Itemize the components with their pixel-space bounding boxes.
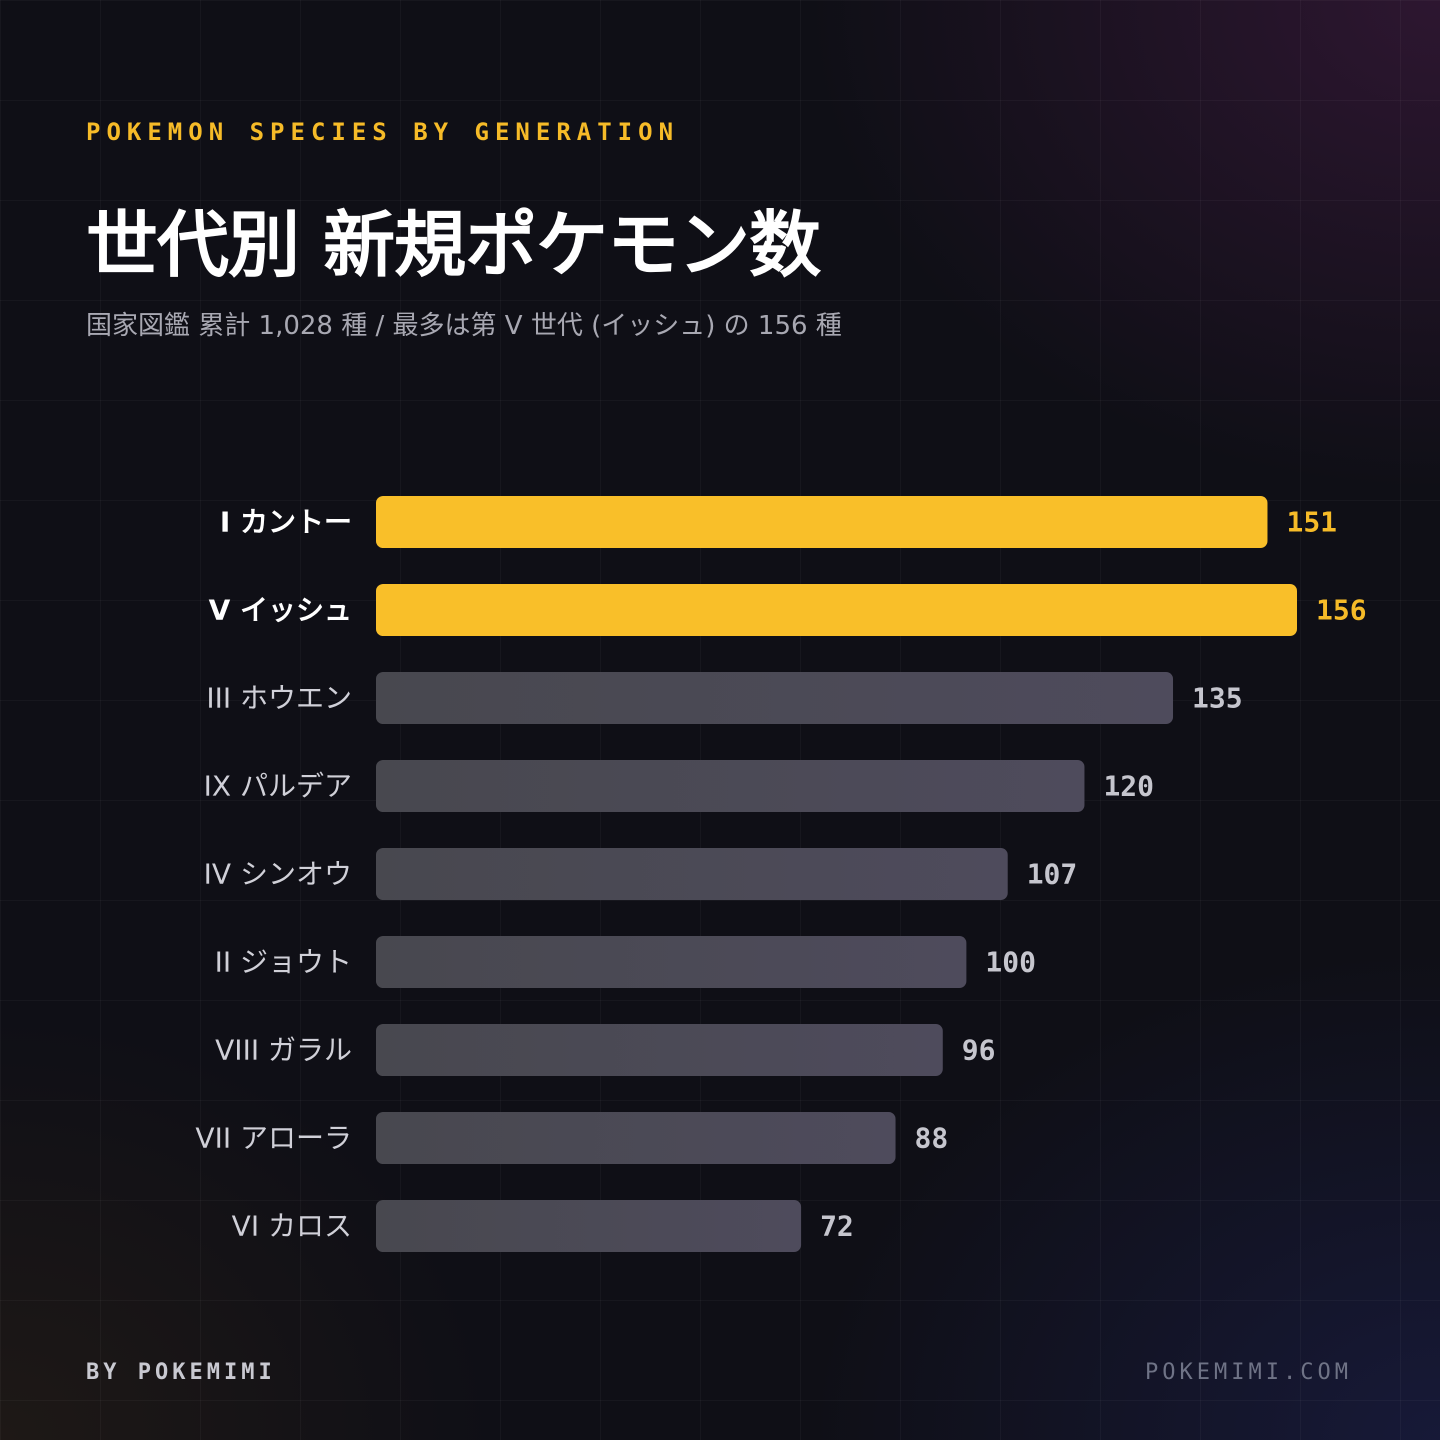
bar-row: I カントー 151: [220, 496, 1337, 548]
bar: [376, 1112, 896, 1164]
value-label: 135: [1192, 682, 1243, 715]
chart-subtitle: 国家図鑑 累計 1,028 種 / 最多は第 V 世代 (イッシュ) の 156…: [86, 311, 842, 341]
value-label: 156: [1316, 594, 1367, 627]
bar: [376, 672, 1174, 724]
value-label: 88: [915, 1122, 949, 1155]
value-label: 100: [985, 946, 1036, 979]
bar: [376, 760, 1085, 812]
bar-row: VII アローラ 88: [195, 1112, 948, 1164]
bar: [376, 1200, 802, 1252]
value-label: 107: [1027, 858, 1078, 891]
chart-title: 世代別 新規ポケモン数: [86, 203, 821, 287]
bar-row: V イッシュ 156: [209, 584, 1367, 636]
byline: BY POKEMIMI: [86, 1360, 276, 1385]
category-label: VIII ガラル: [215, 1034, 352, 1067]
chart-eyebrow: POKEMON SPECIES BY GENERATION: [86, 118, 680, 146]
category-label: IV シンオウ: [204, 858, 352, 891]
bar-row: VIII ガラル 96: [215, 1024, 995, 1076]
bar-row: IX パルデア 120: [204, 760, 1154, 812]
category-label: VII アローラ: [195, 1122, 352, 1155]
value-label: 120: [1103, 770, 1154, 803]
category-label: III ホウエン: [206, 682, 352, 715]
bar-row: II ジョウト 100: [215, 936, 1036, 988]
bar: [376, 848, 1008, 900]
category-label: I カントー: [220, 506, 352, 539]
bar-row: III ホウエン 135: [206, 672, 1243, 724]
bar-row: IV シンオウ 107: [204, 848, 1078, 900]
value-label: 72: [820, 1210, 854, 1243]
category-label: II ジョウト: [215, 946, 352, 979]
site-url: POKEMIMI.COM: [1145, 1360, 1352, 1385]
category-label: V イッシュ: [209, 594, 352, 627]
category-label: VI カロス: [232, 1210, 352, 1243]
bar: [376, 1024, 943, 1076]
bar: [376, 936, 967, 988]
value-label: 96: [962, 1034, 996, 1067]
category-label: IX パルデア: [204, 770, 352, 803]
value-label: 151: [1286, 506, 1337, 539]
bar-row: VI カロス 72: [232, 1200, 854, 1252]
bar: [376, 584, 1297, 636]
bar: [376, 496, 1268, 548]
